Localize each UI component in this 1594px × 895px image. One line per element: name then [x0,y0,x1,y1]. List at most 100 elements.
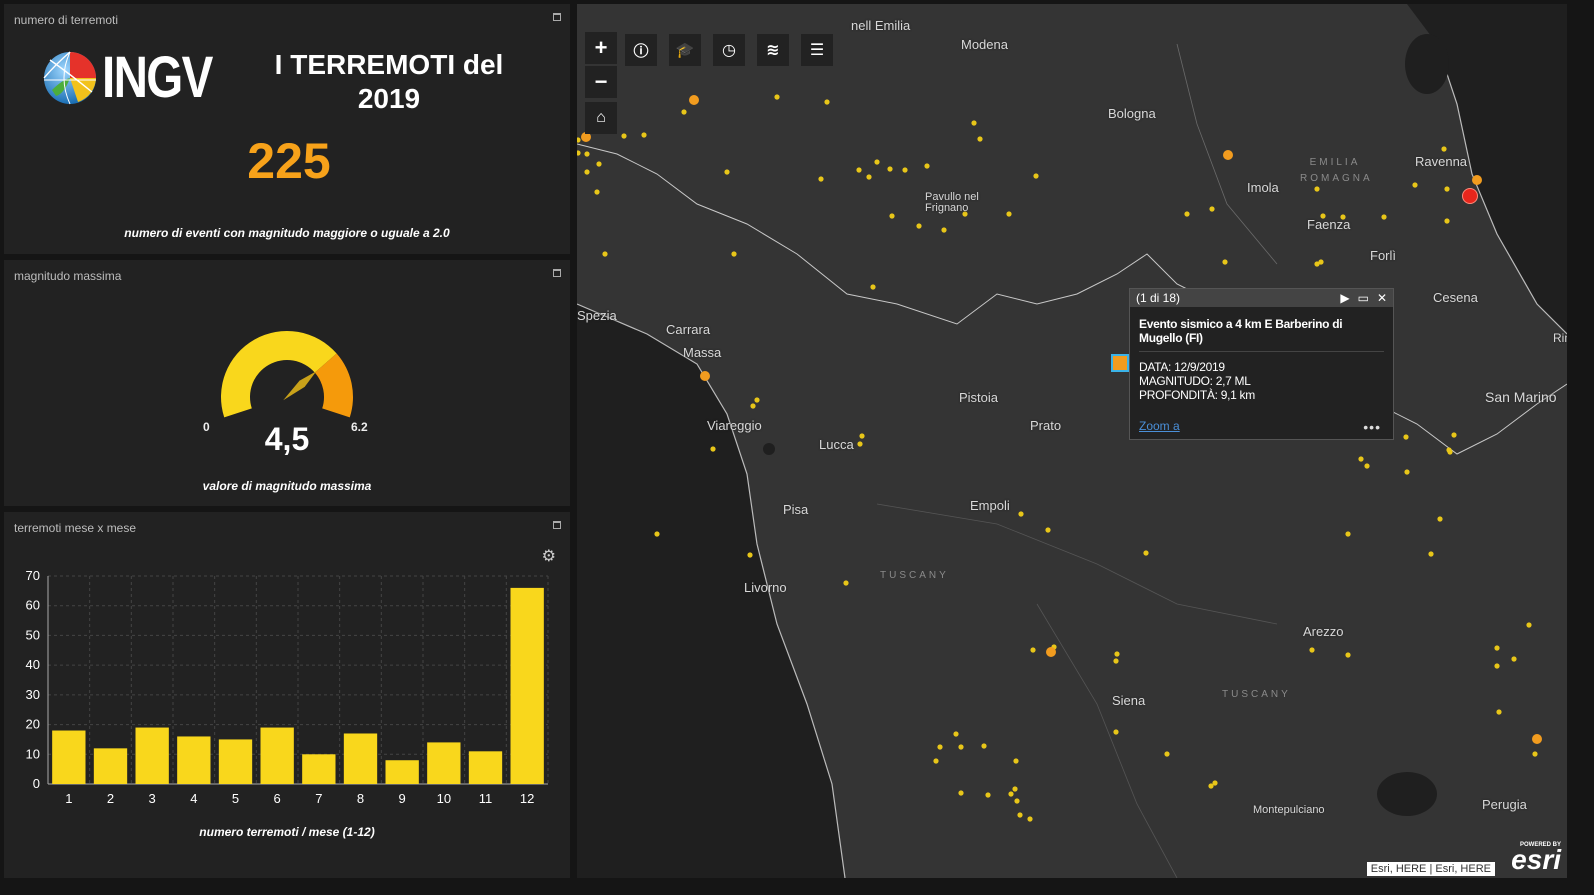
earthquake-point-small[interactable] [584,151,590,157]
earthquake-point-small[interactable] [953,731,959,737]
more-options-icon[interactable]: ••• [1363,419,1381,435]
earthquake-point-small[interactable] [641,132,647,138]
earthquake-point-small[interactable] [1045,527,1051,533]
earthquake-point-small[interactable] [594,189,600,195]
earthquake-point-small[interactable] [933,758,939,764]
dock-icon[interactable]: ▭ [1357,291,1369,305]
earthquake-point-small[interactable] [859,433,865,439]
earthquake-point-small[interactable] [1437,516,1443,522]
earthquake-point-small[interactable] [1017,812,1023,818]
bar-month-10[interactable] [427,742,461,784]
earthquake-point-small[interactable] [621,133,627,139]
earthquake-point-small[interactable] [889,213,895,219]
zoom-in-button[interactable]: + [585,32,617,64]
earthquake-point-small[interactable] [958,744,964,750]
earthquake-point-medium[interactable] [689,95,699,105]
earthquake-point-small[interactable] [1143,550,1149,556]
earthquake-point-small[interactable] [1403,434,1409,440]
earthquake-point-small[interactable] [1412,182,1418,188]
earthquake-point-small[interactable] [1208,783,1214,789]
earthquake-point-small[interactable] [924,163,930,169]
earthquake-point-small[interactable] [824,99,830,105]
earthquake-point-small[interactable] [971,120,977,126]
bar-month-6[interactable] [260,727,294,784]
earthquake-point-small[interactable] [1364,463,1370,469]
zoom-to-link[interactable]: Zoom a [1139,419,1180,433]
earthquake-point-small[interactable] [1444,218,1450,224]
earthquake-point-small[interactable] [1532,751,1538,757]
bar-month-7[interactable] [302,754,336,784]
earthquake-point-small[interactable] [1345,652,1351,658]
earthquake-point-small[interactable] [1014,798,1020,804]
earthquake-point-small[interactable] [584,169,590,175]
earthquake-point-small[interactable] [843,580,849,586]
earthquake-point-medium[interactable] [1223,150,1233,160]
bar-month-12[interactable] [510,587,544,784]
bar-month-11[interactable] [468,751,503,784]
earthquake-point-small[interactable] [1318,259,1324,265]
earthquake-point-small[interactable] [1113,658,1119,664]
earthquake-point-medium[interactable] [581,132,591,142]
bar-month-8[interactable] [343,733,378,784]
earthquake-point-small[interactable] [818,176,824,182]
earthquake-point-small[interactable] [1164,751,1170,757]
earthquake-point-small[interactable] [1345,531,1351,537]
earthquake-point-small[interactable] [1222,259,1228,265]
earthquake-point-small[interactable] [1027,816,1033,822]
info-icon[interactable]: ⓘ [625,34,657,66]
earthquake-point-small[interactable] [1006,211,1012,217]
close-icon[interactable]: ✕ [1376,291,1387,305]
bar-month-3[interactable] [135,727,169,784]
earthquake-point-small[interactable] [1511,656,1517,662]
earthquake-point-small[interactable] [1030,647,1036,653]
earthquake-map[interactable]: + − ⌂ ⓘ 🎓 ◷ ≋ ☰ nell Emilia Modena Bolog… [577,4,1567,878]
earthquake-point-small[interactable] [1451,432,1457,438]
earthquake-point-small[interactable] [1494,663,1500,669]
selected-event-marker[interactable] [1111,354,1129,372]
earthquake-point-small[interactable] [1340,214,1346,220]
bar-month-9[interactable] [385,760,419,784]
earthquake-point-small[interactable] [1441,146,1447,152]
earthquake-point-small[interactable] [1358,456,1364,462]
earthquake-point-small[interactable] [724,169,730,175]
earthquake-point-small[interactable] [981,743,987,749]
zoom-out-button[interactable]: − [585,66,617,98]
earthquake-point-small[interactable] [774,94,780,100]
earthquake-point-small[interactable] [1013,758,1019,764]
earthquake-point-small[interactable] [1314,261,1320,267]
earthquake-point-small[interactable] [1212,780,1218,786]
earthquake-point-small[interactable] [866,174,872,180]
bar-month-1[interactable] [52,730,86,784]
earthquake-point-small[interactable] [1496,709,1502,715]
earthquake-point-small[interactable] [1309,647,1315,653]
earthquake-point-small[interactable] [887,166,893,172]
earthquake-point-small[interactable] [1381,214,1387,220]
earthquake-point-small[interactable] [958,790,964,796]
earthquake-point-small[interactable] [602,251,608,257]
maximize-icon[interactable] [553,269,561,277]
layers-icon[interactable]: ≋ [757,34,789,66]
earthquake-point-medium[interactable] [1532,734,1542,744]
earthquake-point-medium[interactable] [1046,647,1056,657]
earthquake-point-medium[interactable] [700,371,710,381]
earthquake-point-small[interactable] [596,161,602,167]
bar-month-2[interactable] [93,748,128,784]
bar-month-4[interactable] [177,736,211,784]
earthquake-point-small[interactable] [941,227,947,233]
earthquake-point-small[interactable] [1012,786,1018,792]
earthquake-point-small[interactable] [1314,186,1320,192]
gear-icon[interactable]: ⚙ [541,548,556,565]
earthquake-point-small[interactable] [857,441,863,447]
earthquake-point-medium[interactable] [1472,175,1482,185]
earthquake-point-small[interactable] [710,446,716,452]
earthquake-point-small[interactable] [985,792,991,798]
earthquake-point-small[interactable] [577,137,581,143]
earthquake-point-small[interactable] [874,159,880,165]
earthquake-point-small[interactable] [731,251,737,257]
earthquake-point-small[interactable] [937,744,943,750]
earthquake-point-small[interactable] [1209,206,1215,212]
maximize-icon[interactable] [553,521,561,529]
bar-month-5[interactable] [218,739,253,784]
home-icon[interactable]: ⌂ [585,102,617,134]
earthquake-point-large[interactable] [1462,188,1478,204]
